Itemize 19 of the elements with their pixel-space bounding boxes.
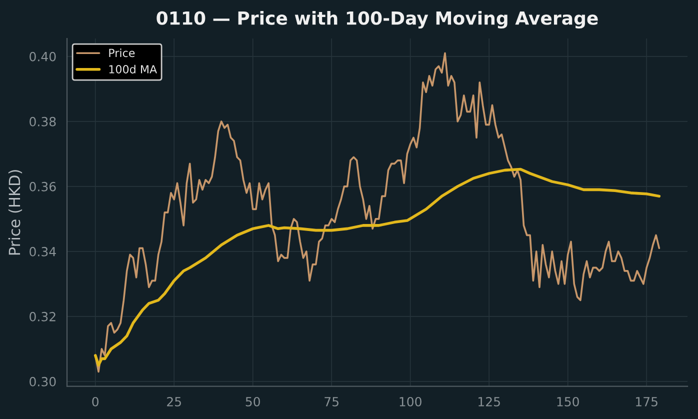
x-tick-label: 50 (246, 396, 260, 406)
y-tick-label: 0.36 (30, 182, 56, 192)
chart-title: 0110 — Price with 100-Day Moving Average (156, 10, 598, 29)
x-tick-label: 25 (167, 396, 181, 406)
x-tick-label: 175 (636, 397, 658, 406)
x-tick-label: 0 (92, 396, 99, 406)
line-series (94, 168, 661, 367)
x-tick-label: 75 (324, 397, 338, 406)
y-tick-label: 0.38 (30, 116, 56, 126)
legend-label: 100d MA (109, 64, 158, 74)
y-tick-label: 0.34 (30, 246, 56, 256)
y-axis-title: Price (HKD) (8, 170, 22, 255)
legend-label: Price (109, 48, 135, 58)
y-tick-label: 0.40 (30, 52, 56, 62)
x-tick-label: 100 (400, 396, 422, 406)
x-tick-label: 125 (478, 396, 500, 406)
y-tick-label: 0.30 (30, 376, 56, 386)
y-tick-label: 0.32 (30, 312, 56, 322)
x-tick-label: 150 (557, 396, 579, 406)
